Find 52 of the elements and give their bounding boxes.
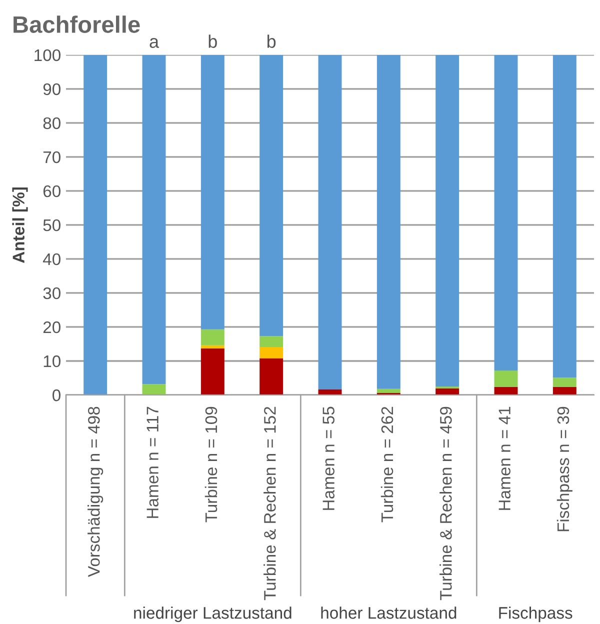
annotation: a (150, 38, 160, 48)
annotation: b (267, 34, 276, 48)
bar (436, 54, 460, 386)
x-tick-label: Turbine & Rechen n = 152 (264, 406, 276, 600)
bar (376, 54, 400, 389)
y-tick-label: 30 (43, 287, 60, 300)
y-tick-label: 10 (44, 355, 60, 368)
y-tick-label: 20 (43, 321, 60, 334)
y-tick-label: 50 (43, 219, 60, 232)
text: Fischpass (499, 606, 572, 622)
bar (200, 54, 224, 330)
bar (260, 336, 284, 348)
bar (84, 54, 108, 395)
bar (200, 345, 224, 348)
y-tick-label: 100 (34, 49, 60, 62)
bar (376, 388, 400, 393)
chart-title: Bachforelle (14, 16, 140, 33)
bar (494, 386, 518, 395)
bar (142, 384, 166, 395)
bar (436, 386, 460, 389)
bar (318, 54, 342, 390)
x-tick-label: Turbine & Rechen n = 459 (440, 406, 452, 600)
text: hoher Lastzustand (321, 606, 456, 619)
bar (260, 347, 284, 358)
y-tick-label: 90 (43, 83, 60, 96)
bar (552, 54, 576, 378)
x-tick-label: Turbine n = 109 (204, 406, 218, 522)
bar (552, 386, 576, 395)
bar (436, 388, 460, 395)
bar (494, 54, 518, 371)
bar (142, 54, 166, 384)
x-tick-label: Hamen n = 41 (498, 406, 510, 510)
annotation: b (208, 34, 217, 48)
x-tick-label: Hamen n = 117 (146, 406, 158, 518)
x-tick-label: Fischpass n = 39 (556, 406, 572, 532)
x-tick-label: Vorschädigung n = 498 (88, 406, 104, 577)
bar (260, 358, 284, 395)
y-tick-label: 40 (42, 253, 60, 266)
text: niedriger Lastzustand (134, 606, 292, 622)
x-tick-label: Hamen n = 55 (322, 406, 334, 510)
x-tick-label: Turbine n = 262 (380, 406, 394, 522)
bar (200, 329, 224, 346)
y-tick-label: 80 (43, 117, 60, 130)
bar (260, 54, 284, 336)
y-tick-label: 60 (43, 185, 60, 198)
bar (318, 390, 342, 395)
bar (200, 348, 224, 395)
bar (552, 378, 576, 387)
bar (494, 370, 518, 387)
y-tick-label: 0 (52, 389, 60, 402)
y-tick-label: 70 (43, 151, 60, 164)
y-axis-title: Anteil [%] (12, 187, 28, 263)
